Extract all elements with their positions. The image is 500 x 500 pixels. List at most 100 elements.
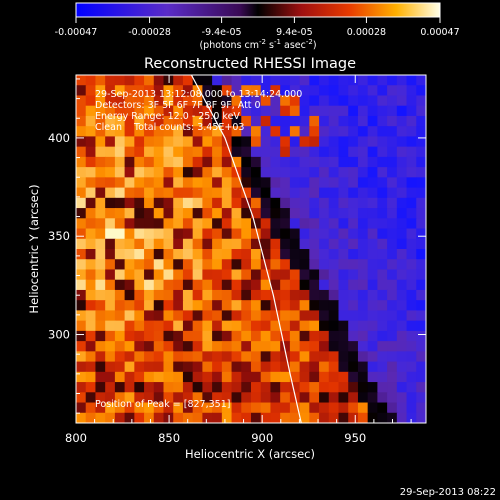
image-pixel — [114, 300, 126, 312]
image-pixel — [134, 320, 145, 332]
image-pixel — [231, 402, 242, 414]
image-pixel — [134, 238, 145, 250]
image-pixel — [367, 279, 378, 291]
image-pixel — [241, 259, 252, 271]
image-pixel — [163, 115, 174, 127]
image-pixel — [367, 136, 378, 148]
chart-title: Reconstructed RHESSI Image — [144, 56, 356, 72]
image-pixel — [289, 259, 301, 271]
image-pixel — [85, 402, 97, 414]
image-pixel — [163, 208, 174, 219]
image-pixel — [182, 115, 194, 127]
image-pixel — [134, 105, 145, 117]
image-pixel — [280, 392, 291, 404]
image-pixel — [173, 228, 184, 240]
image-pixel — [173, 320, 184, 332]
image-pixel — [212, 351, 223, 363]
image-pixel — [153, 218, 165, 230]
image-pixel — [387, 289, 398, 301]
image-pixel — [173, 187, 184, 199]
image-pixel — [280, 85, 291, 97]
image-pixel — [406, 259, 417, 271]
image-pixel — [309, 402, 320, 414]
image-pixel — [406, 412, 417, 423]
image-pixel — [328, 392, 340, 404]
image-pixel — [241, 341, 252, 352]
image-pixel — [377, 218, 388, 230]
image-pixel — [202, 259, 213, 271]
image-pixel — [270, 187, 281, 199]
image-pixel — [163, 330, 174, 342]
image-pixel — [367, 351, 378, 363]
image-pixel — [416, 289, 426, 301]
image-pixel — [251, 392, 262, 404]
image-pixel — [221, 320, 233, 332]
image-pixel — [416, 371, 426, 383]
image-pixel — [241, 392, 252, 404]
image-pixel — [76, 300, 87, 312]
image-pixel — [309, 289, 320, 301]
image-pixel — [95, 259, 106, 271]
image-pixel — [309, 341, 320, 352]
image-pixel — [105, 392, 116, 404]
image-pixel — [134, 330, 145, 342]
image-pixel — [270, 197, 281, 209]
image-pixel — [221, 402, 233, 414]
image-pixel — [212, 228, 223, 240]
image-pixel — [406, 85, 417, 97]
image-pixel — [241, 289, 252, 301]
image-pixel — [95, 218, 106, 230]
image-pixel — [85, 279, 97, 291]
image-pixel — [309, 279, 320, 291]
image-pixel — [124, 197, 135, 209]
image-pixel — [357, 382, 369, 393]
image-pixel — [173, 392, 184, 404]
image-pixel — [173, 115, 184, 127]
image-pixel — [416, 330, 426, 342]
image-pixel — [280, 249, 291, 260]
image-pixel — [202, 382, 213, 393]
image-pixel — [163, 228, 174, 240]
image-pixel — [173, 330, 184, 342]
image-pixel — [114, 208, 126, 219]
image-pixel — [309, 208, 320, 219]
image-pixel — [85, 351, 97, 363]
image-pixel — [76, 310, 87, 322]
image-pixel — [270, 371, 281, 383]
image-pixel — [328, 146, 340, 158]
image-pixel — [338, 289, 349, 301]
image-pixel — [114, 279, 126, 291]
image-pixel — [280, 115, 291, 127]
image-pixel — [289, 412, 301, 423]
image-pixel — [338, 146, 349, 158]
image-pixel — [144, 126, 155, 138]
image-pixel — [357, 115, 369, 127]
image-pixel — [377, 187, 388, 199]
image-pixel — [134, 187, 145, 199]
image-pixel — [221, 249, 233, 260]
image-pixel — [367, 156, 378, 168]
image-pixel — [241, 208, 252, 219]
image-pixel — [144, 289, 155, 301]
image-pixel — [144, 402, 155, 414]
image-pixel — [241, 115, 252, 127]
image-pixel — [182, 75, 194, 86]
annotations: 29-Sep-2013 13:12:08.000 to 13:14:24.000… — [95, 89, 302, 410]
image-pixel — [182, 392, 194, 404]
image-pixel — [182, 177, 194, 189]
image-pixel — [114, 259, 126, 271]
image-pixel — [367, 402, 378, 414]
image-pixel — [182, 197, 194, 209]
image-area — [76, 75, 426, 423]
image-pixel — [105, 95, 116, 107]
image-pixel — [319, 341, 330, 352]
image-pixel — [270, 208, 281, 219]
image-pixel — [260, 105, 272, 117]
image-pixel — [124, 300, 135, 312]
image-pixel — [134, 269, 145, 281]
image-pixel — [95, 187, 106, 199]
image-pixel — [212, 197, 223, 209]
image-pixel — [134, 279, 145, 291]
image-pixel — [153, 187, 165, 199]
image-pixel — [387, 228, 398, 240]
